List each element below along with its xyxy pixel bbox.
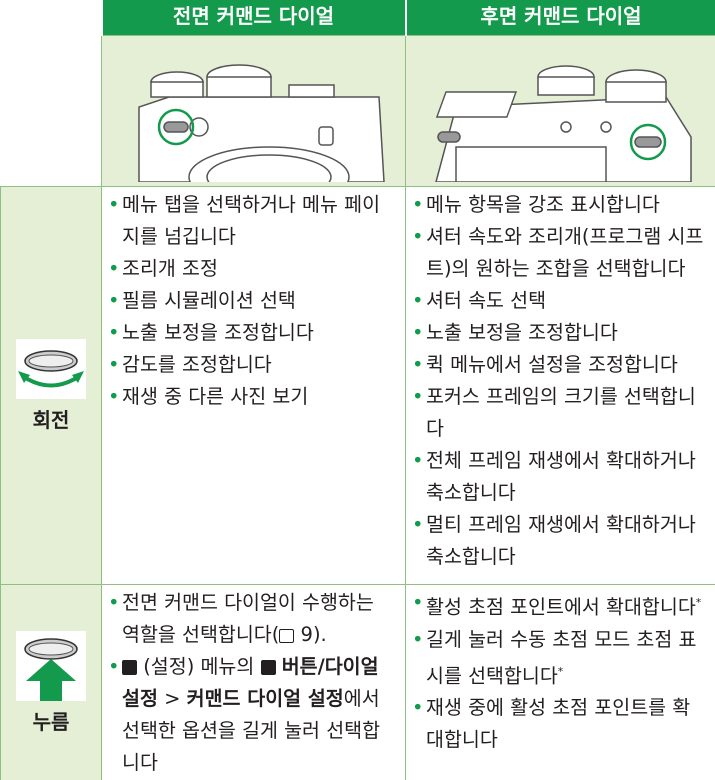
row-label: 누름 <box>32 710 70 734</box>
item-text: 에서 선택한 옵션을 길게 눌러 선택합니다 <box>122 687 381 774</box>
function-list: 메뉴 항목을 강조 표시합니다셔터 속도와 조리개(프로그램 시프트)의 원하는… <box>412 189 707 573</box>
function-item: 전면 커맨드 다이얼이 수행하는 역할을 선택합니다( 9). <box>108 587 397 651</box>
function-item: 조리개 조정 <box>108 253 397 285</box>
function-item: 재생 중 다른 사진 보기 <box>108 381 397 413</box>
function-item: 길게 눌러 수동 초점 모드 초점 표시를 선택합니다* <box>412 624 707 693</box>
function-item: 멀티 프레임 재생에서 확대하거나 축소합니다 <box>412 509 707 573</box>
book-icon <box>279 629 295 643</box>
item-text: 활성 초점 포인트에서 확대합니다 <box>426 595 696 619</box>
press-icon <box>16 631 86 701</box>
function-item: 활성 초점 포인트에서 확대합니다* <box>412 587 707 624</box>
footnote-mark: * <box>695 596 702 609</box>
function-item: (설정) 메뉴의 버튼/다이얼 설정 > 커맨드 다이얼 설정에서 선택한 옵션… <box>108 651 397 779</box>
image-row <box>0 35 715 208</box>
function-list: 활성 초점 포인트에서 확대합니다* 길게 눌러 수동 초점 모드 초점 표시를… <box>412 587 707 756</box>
function-item: 감도를 조정합니다 <box>108 349 397 381</box>
column-header: 전면 커맨드 다이얼 <box>100 0 406 36</box>
function-item: 노출 보정을 조정합니다 <box>108 317 397 349</box>
rear-camera-illustration <box>434 64 692 183</box>
separator: > <box>164 687 181 710</box>
item-text: 길게 눌러 수동 초점 모드 초점 표시를 선택합니다 <box>426 627 697 688</box>
press-row: 누름 전면 커맨드 다이얼이 수행하는 역할을 선택합니다( 9). (설정) … <box>0 584 715 780</box>
function-list: 메뉴 탭을 선택하거나 메뉴 페이지를 넘깁니다조리개 조정필름 시뮬레이션 선… <box>108 189 397 413</box>
item-text: (설정) 메뉴의 <box>143 655 255 678</box>
row-label-cell: 누름 <box>0 584 102 780</box>
rotate-icon <box>16 338 86 399</box>
function-item: 재생 중에 활성 초점 포인트를 확대합니다 <box>412 692 707 756</box>
menu-name: 버튼/다이얼 설정 <box>122 655 379 710</box>
page-ref: 9). <box>300 623 327 646</box>
function-item: 노출 보정을 조정합니다 <box>412 317 707 349</box>
function-item: 전체 프레임 재생에서 확대하거나 축소합니다 <box>412 445 707 509</box>
item-text: 전면 커맨드 다이얼이 수행하는 역할을 선택합니다( <box>122 591 374 646</box>
row-label-cell: 회전 <box>0 186 102 585</box>
function-item: 메뉴 항목을 강조 표시합니다 <box>412 189 707 221</box>
front-camera-illustration <box>137 63 385 208</box>
setup-icon <box>260 660 276 675</box>
function-item: 셔터 속도와 조리개(프로그램 시프트)의 원하는 조합을 선택합니다 <box>412 221 707 285</box>
function-list: 전면 커맨드 다이얼이 수행하는 역할을 선택합니다( 9). (설정) 메뉴의… <box>108 587 397 779</box>
menu-name: 커맨드 다이얼 설정 <box>186 687 344 710</box>
function-item: 메뉴 탭을 선택하거나 메뉴 페이지를 넘깁니다 <box>108 189 397 253</box>
row-label: 회전 <box>32 407 70 432</box>
function-item: 셔터 속도 선택 <box>412 285 707 317</box>
function-item: 퀵 메뉴에서 설정을 조정합니다 <box>412 349 707 381</box>
rotate-row: 회전 메뉴 탭을 선택하거나 메뉴 페이지를 넘깁니다조리개 조정필름 시뮬레이… <box>0 186 715 585</box>
footnote-mark: * <box>557 664 564 678</box>
item-text: 재생 중에 활성 초점 포인트를 확대합니다 <box>426 696 691 751</box>
function-item: 포커스 프레임의 크기를 선택합니다 <box>412 381 707 445</box>
function-item: 필름 시뮬레이션 선택 <box>108 285 397 317</box>
header-row: 전면 커맨드 다이얼 후면 커맨드 다이얼 <box>0 0 715 36</box>
column-header: 후면 커맨드 다이얼 <box>404 0 715 36</box>
setup-icon <box>122 660 137 675</box>
